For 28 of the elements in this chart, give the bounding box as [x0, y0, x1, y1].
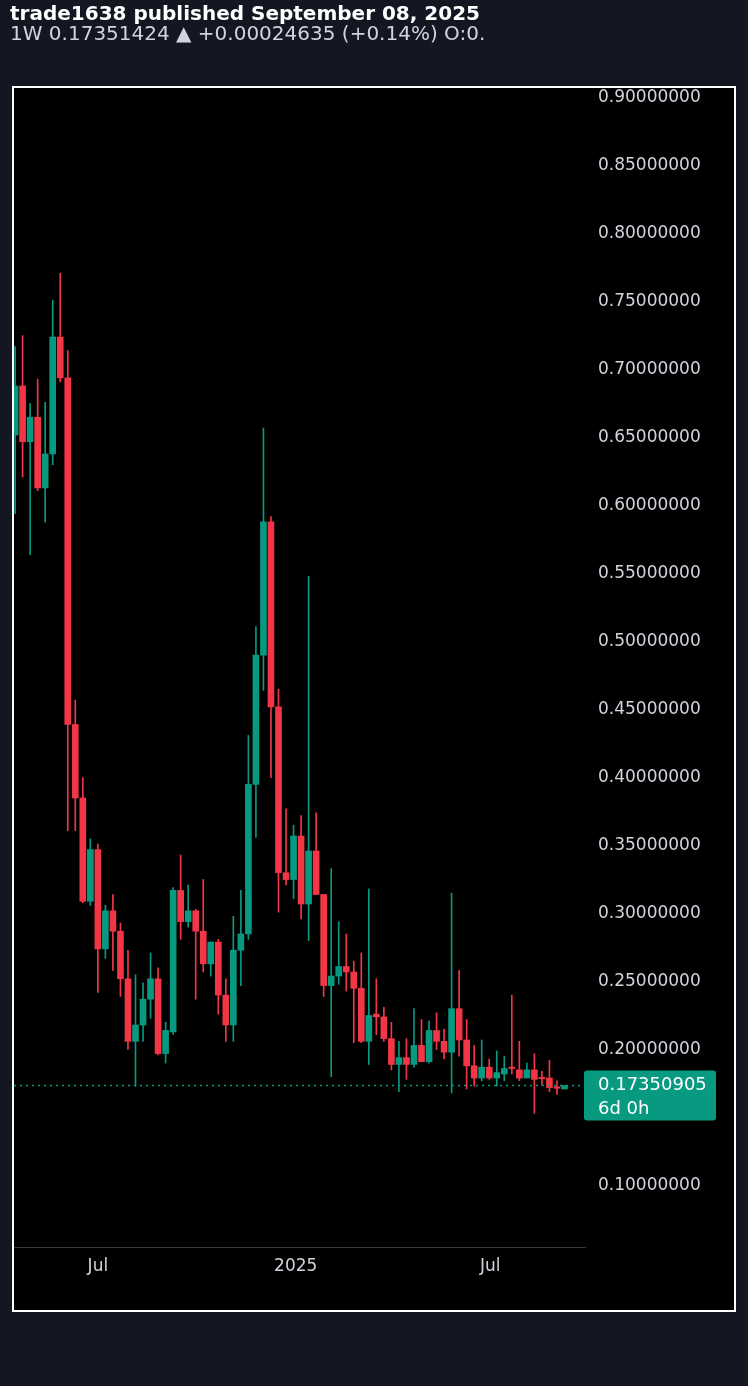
y-tick-label: 0.90000000	[598, 85, 701, 106]
y-tick-label: 0.40000000	[598, 765, 701, 786]
y-tick-label: 0.45000000	[598, 697, 701, 718]
y-tick-label: 0.85000000	[598, 153, 701, 174]
text: 6d 0h	[598, 1096, 650, 1118]
y-tick-label: 0.50000000	[598, 629, 701, 650]
y-tick-label: 0.60000000	[598, 493, 701, 514]
y-tick-label: 0.10000000	[598, 1173, 701, 1194]
chart-title: trade1638 published September 08, 2025	[10, 0, 481, 25]
x-tick-label: Jul	[479, 1254, 501, 1275]
y-tick-label: 0.65000000	[598, 425, 701, 446]
x-tick-label: Jul	[86, 1254, 109, 1275]
y-tick-label: 0.80000000	[598, 221, 701, 242]
y-tick-label: 0.30000000	[598, 901, 701, 922]
y-tick-label: 0.55000000	[598, 561, 701, 582]
y-tick-label: 0.75000000	[598, 289, 701, 310]
y-tick-label: 0.25000000	[598, 969, 701, 990]
ref-line-label: 0.17350905	[598, 1072, 707, 1094]
candlestick	[335, 921, 343, 985]
candlestick	[327, 868, 335, 1077]
y-tick-label: 0.35000000	[598, 833, 701, 854]
y-tick-label: 0.70000000	[598, 357, 701, 378]
candlestick	[508, 994, 516, 1075]
candlestick	[365, 888, 373, 1065]
y-tick-label: 0.20000000	[598, 1037, 701, 1058]
candlestick	[342, 933, 350, 992]
candlestick	[26, 403, 34, 555]
x-tick-label: 2025	[274, 1254, 318, 1275]
